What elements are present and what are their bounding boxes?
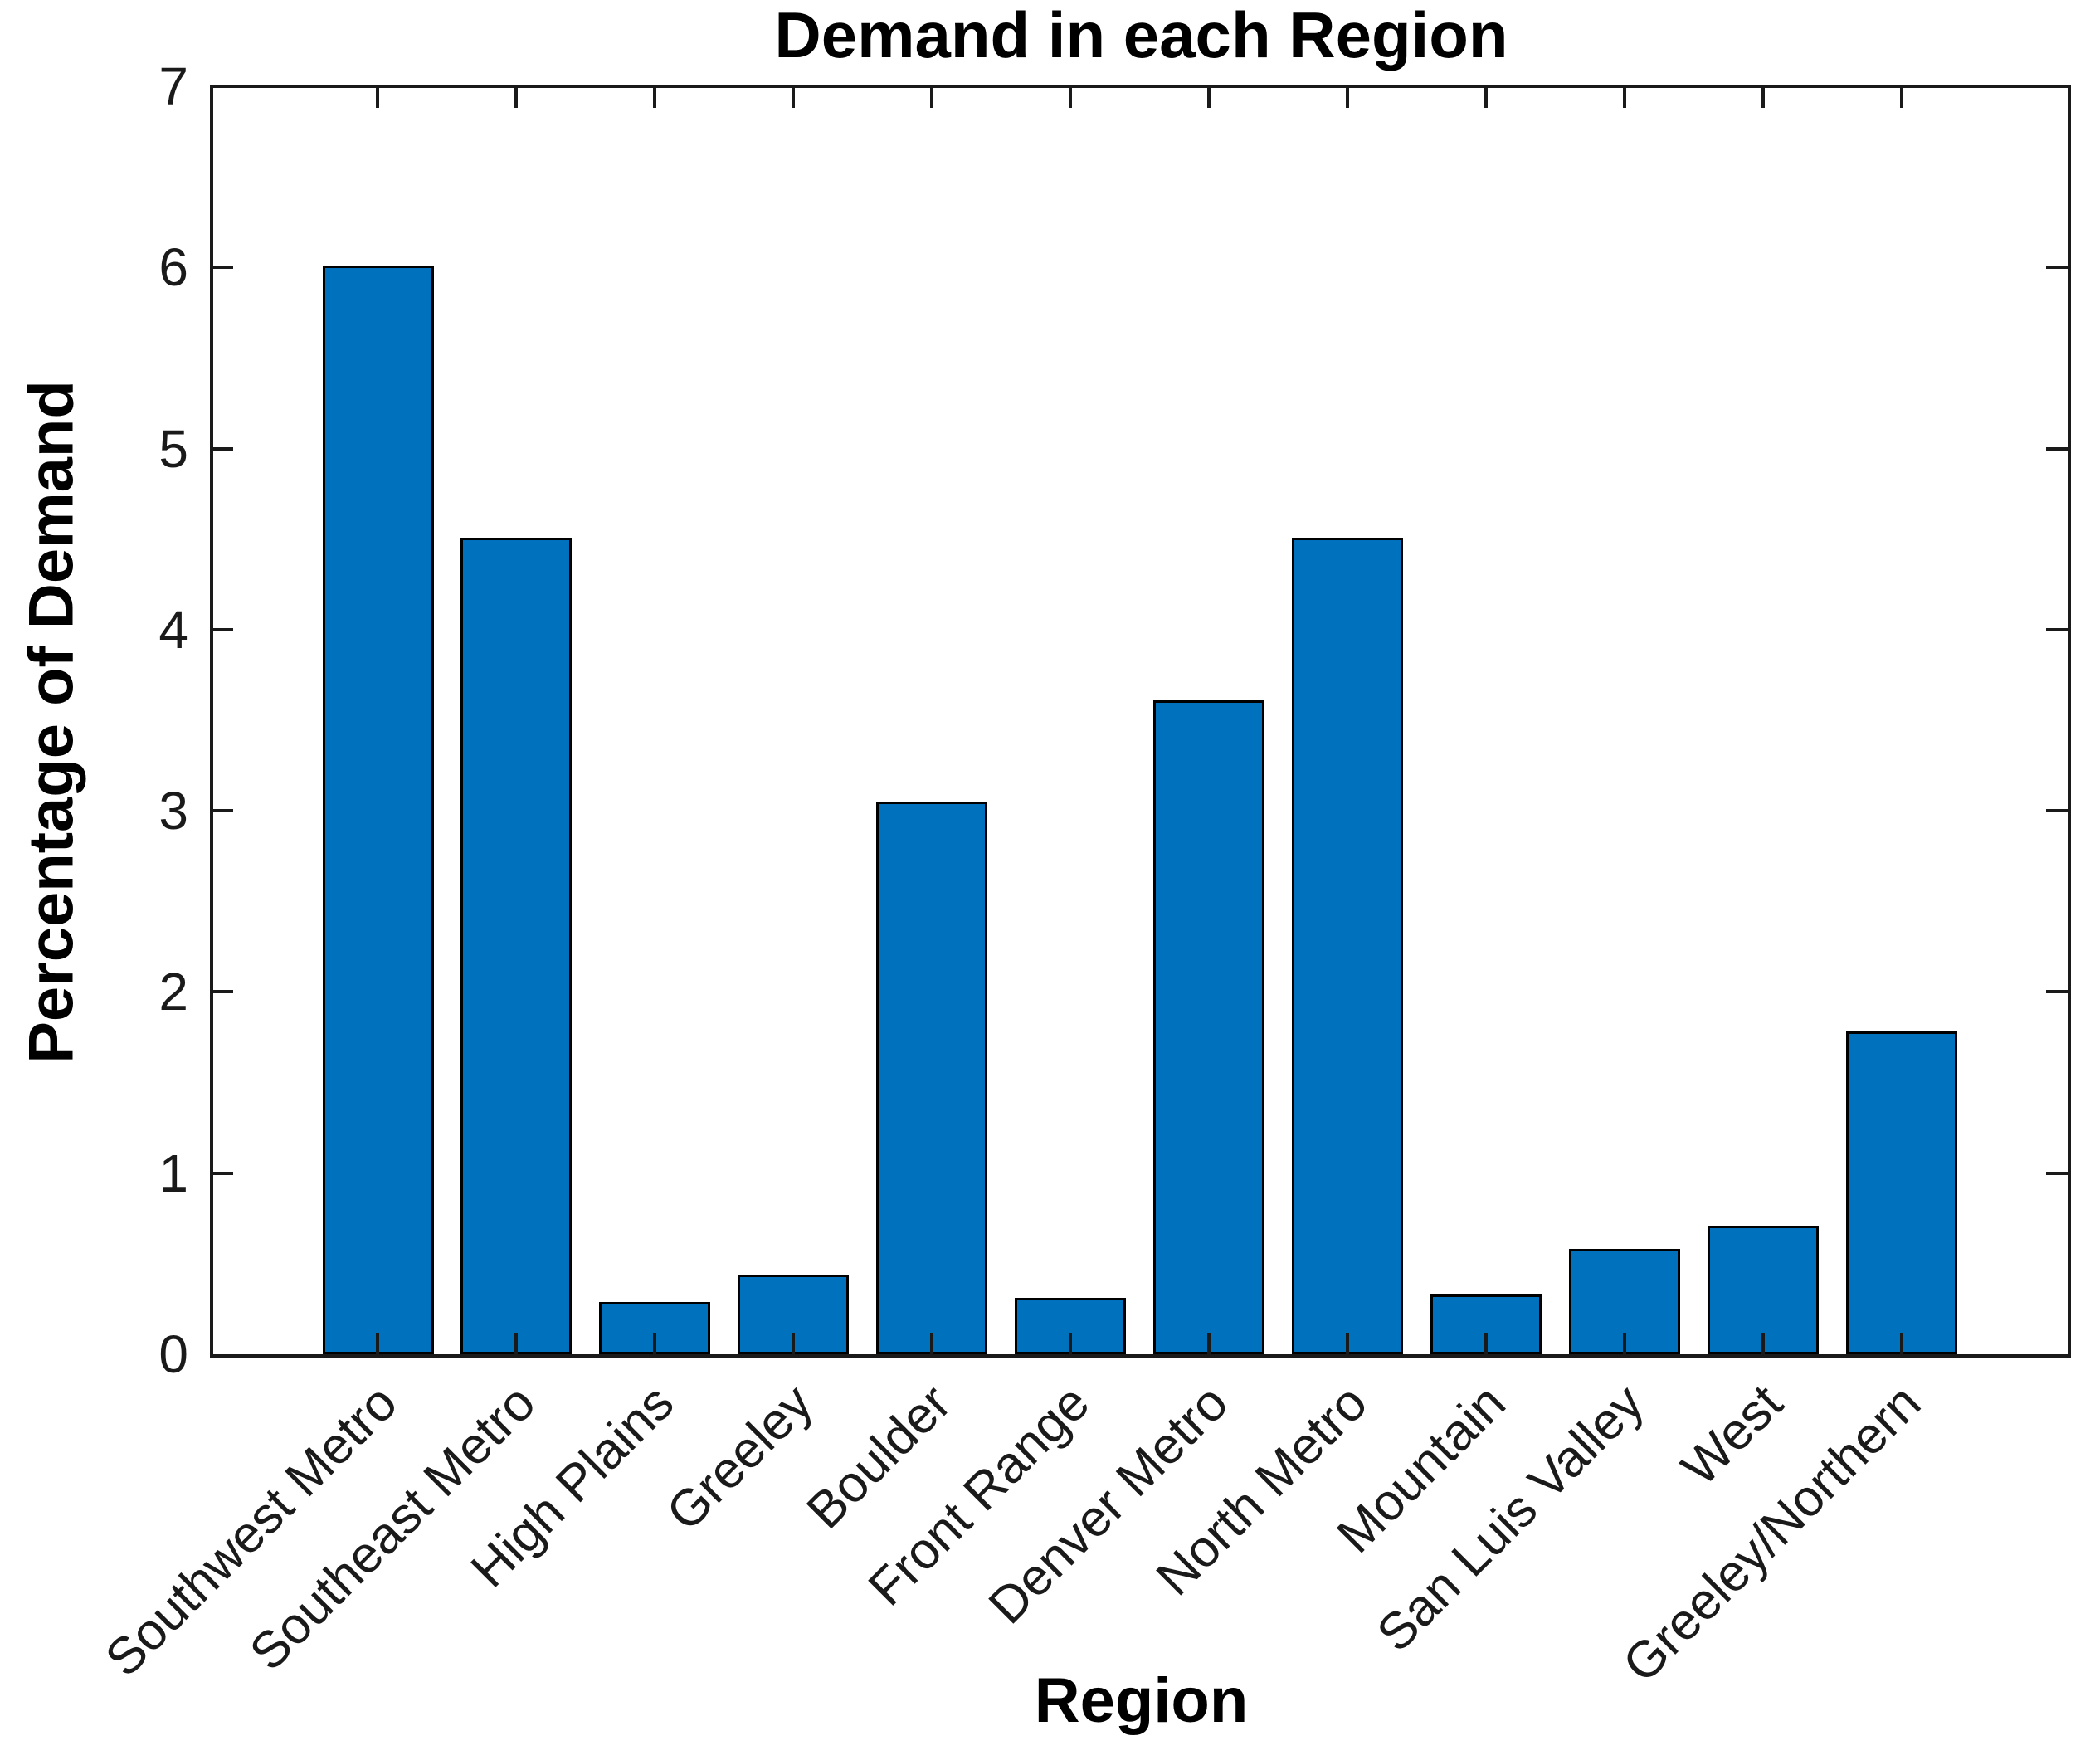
x-tick-top (1207, 86, 1211, 108)
x-tick-top (1623, 86, 1626, 108)
y-tick-right (2046, 266, 2068, 269)
x-tick-top (1761, 86, 1765, 108)
y-axis-label: Percentage of Demand (16, 380, 87, 1064)
y-tick-right (2046, 447, 2068, 451)
x-tick (514, 1333, 518, 1354)
x-tick (1623, 1333, 1626, 1354)
x-tick (1900, 1333, 1903, 1354)
y-tick-right (2046, 809, 2068, 812)
y-tick-right (2046, 1172, 2068, 1175)
bar (323, 266, 434, 1354)
y-tick (212, 990, 233, 993)
x-tick-top (514, 86, 518, 108)
y-tick-label: 6 (158, 237, 188, 298)
y-tick-label: 2 (158, 962, 188, 1022)
x-tick (376, 1333, 379, 1354)
x-tick-top (792, 86, 795, 108)
x-tick (792, 1333, 795, 1354)
x-tick-top (1900, 86, 1903, 108)
y-tick (212, 628, 233, 631)
bar (1292, 538, 1403, 1354)
y-tick-label: 3 (158, 781, 188, 841)
y-tick-label: 0 (158, 1324, 188, 1384)
x-tick-label: Greeley (655, 1373, 824, 1543)
bar (1846, 1031, 1957, 1354)
bar (876, 802, 987, 1354)
y-tick-label: 7 (158, 56, 188, 116)
bar (1153, 700, 1264, 1354)
y-tick (212, 266, 233, 269)
x-tick (1069, 1333, 1072, 1354)
y-tick (212, 1172, 233, 1175)
y-tick-right (2046, 990, 2068, 993)
x-tick (1484, 1333, 1488, 1354)
y-tick (212, 447, 233, 451)
x-tick (1346, 1333, 1349, 1354)
y-tick-label: 1 (158, 1143, 188, 1203)
x-tick (653, 1333, 656, 1354)
x-tick-label: West (1670, 1373, 1794, 1497)
y-tick-label: 4 (158, 599, 188, 660)
x-tick-top (1484, 86, 1488, 108)
x-tick-top (376, 86, 379, 108)
y-tick (212, 809, 233, 812)
bar (1015, 1298, 1126, 1354)
x-tick-top (1069, 86, 1072, 108)
x-axis-label: Region (1034, 1665, 1249, 1736)
x-tick-top (930, 86, 933, 108)
y-tick-label: 5 (158, 418, 188, 479)
y-tick-right (2046, 628, 2068, 631)
x-tick (1761, 1333, 1765, 1354)
x-tick (1207, 1333, 1211, 1354)
bar (460, 538, 572, 1354)
x-tick (930, 1333, 933, 1354)
chart-title: Demand in each Region (774, 0, 1508, 71)
x-tick-top (653, 86, 656, 108)
x-tick-top (1346, 86, 1349, 108)
